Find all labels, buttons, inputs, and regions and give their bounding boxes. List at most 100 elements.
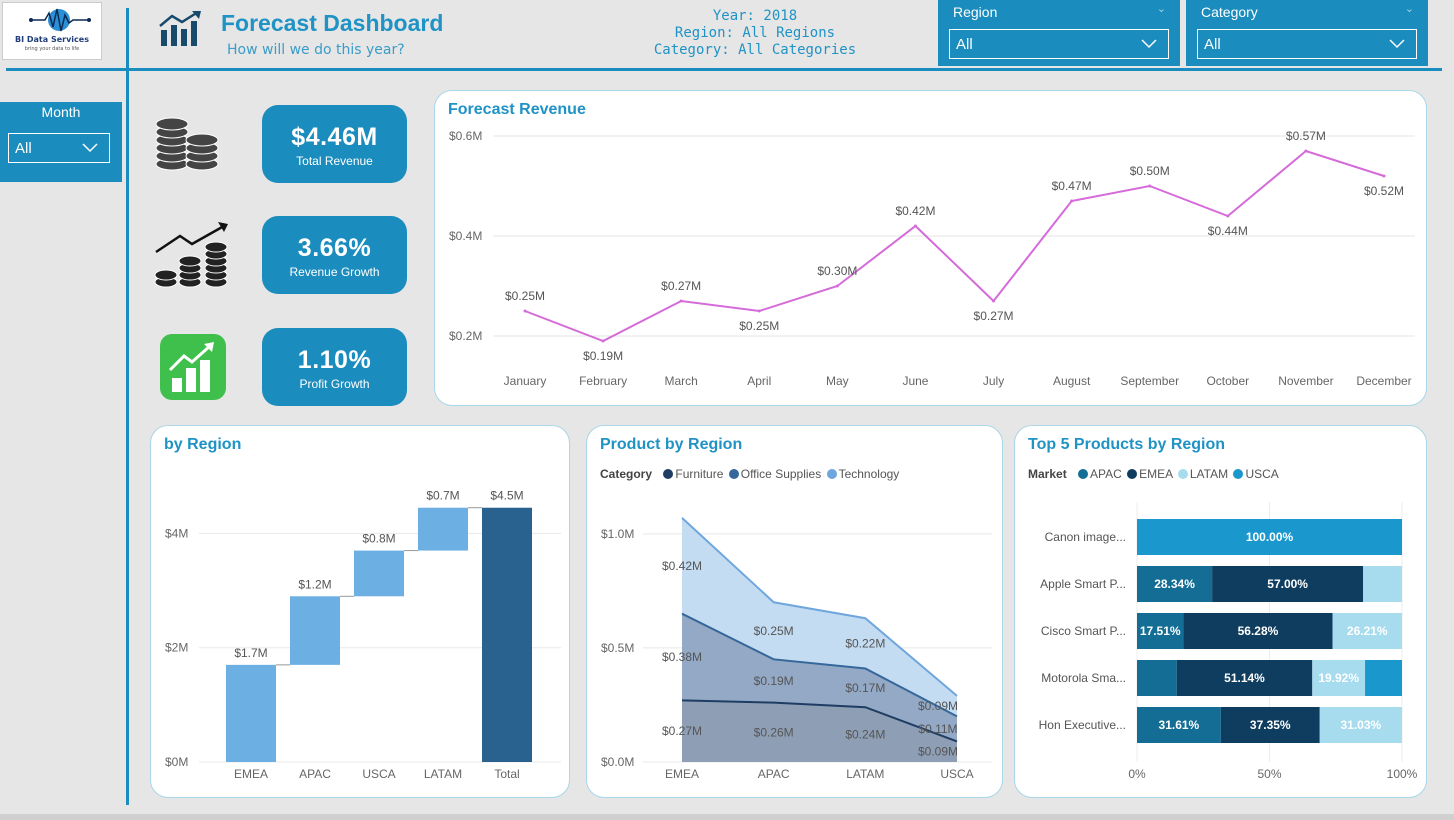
data-label: $0.8M bbox=[362, 532, 395, 546]
x-tick-label: 0% bbox=[1128, 767, 1146, 781]
data-label: $1.2M bbox=[298, 577, 331, 591]
chart-title: Forecast Revenue bbox=[448, 101, 586, 118]
legend-marker bbox=[728, 469, 739, 479]
category-dropdown[interactable]: All bbox=[1197, 29, 1417, 59]
forecast-revenue-card[interactable]: Forecast Revenue $0.2M $0.4M $0.6M January F… bbox=[434, 90, 1427, 406]
stacked-bar-segment bbox=[1312, 660, 1366, 696]
y-tick-label: $0.6M bbox=[449, 129, 482, 143]
stacked-bar-segment bbox=[1137, 566, 1213, 602]
data-label: 19.92% bbox=[1318, 671, 1359, 685]
data-label: 31.03% bbox=[1341, 718, 1382, 732]
category-slicer: Category ⌄ All bbox=[1186, 0, 1428, 66]
legend-item[interactable]: USCA bbox=[1245, 467, 1279, 481]
y-tick-label: $0.2M bbox=[449, 329, 482, 343]
filter-summary: Year: 2018 Region: All Regions Category:… bbox=[640, 8, 870, 59]
kpi-value: 1.10% bbox=[297, 346, 372, 374]
chart-growth-icon bbox=[159, 10, 201, 46]
category-dropdown-value: All bbox=[1204, 36, 1221, 53]
region-dropdown[interactable]: All bbox=[949, 29, 1169, 59]
data-label: $0.11M bbox=[918, 722, 957, 736]
legend-item[interactable]: Furniture bbox=[675, 467, 724, 481]
x-tick-label: December bbox=[1356, 374, 1411, 388]
coins-growth-icon bbox=[154, 222, 228, 288]
x-tick-label: EMEA bbox=[234, 767, 268, 781]
collapse-chevron-icon[interactable]: ⌄ bbox=[1404, 2, 1414, 15]
series-line bbox=[681, 517, 958, 697]
data-label: $0.26M bbox=[754, 725, 794, 739]
data-point bbox=[679, 299, 683, 303]
y-tick-label: $1.0M bbox=[601, 527, 634, 541]
data-label: $0.09M bbox=[918, 745, 958, 759]
data-label: 17.51% bbox=[1140, 624, 1181, 638]
legend-item[interactable]: APAC bbox=[1090, 467, 1122, 481]
data-point bbox=[601, 339, 605, 343]
x-tick-label: 100% bbox=[1387, 767, 1418, 781]
waterfall-bar bbox=[482, 507, 532, 762]
data-point bbox=[992, 299, 996, 303]
data-label: $0.17M bbox=[845, 681, 885, 695]
collapse-chevron-icon[interactable]: ⌄ bbox=[1156, 2, 1166, 15]
series-line bbox=[681, 612, 958, 718]
legend-item[interactable]: Office Supplies bbox=[740, 467, 822, 481]
legend-marker bbox=[1078, 469, 1089, 479]
month-dropdown[interactable]: All bbox=[8, 133, 110, 163]
data-label: $0.7M bbox=[426, 489, 459, 503]
data-label: 51.14% bbox=[1224, 671, 1265, 685]
stacked-area-chart: $0.0M $0.5M $1.0M $0.27M $0.26M $0.24M $0.09M $… bbox=[601, 517, 992, 781]
region-slicer: Region ⌄ All bbox=[938, 0, 1180, 66]
x-tick-label: LATAM bbox=[846, 767, 884, 781]
series-line bbox=[681, 699, 958, 743]
x-tick-label: September bbox=[1120, 374, 1179, 388]
bar-growth-icon bbox=[160, 334, 226, 400]
kpi-label: Revenue Growth bbox=[289, 265, 380, 279]
category-slicer-label: Category bbox=[1201, 4, 1258, 20]
data-label: $4.5M bbox=[490, 489, 523, 503]
kpi-total-revenue: $4.46M Total Revenue bbox=[262, 105, 407, 183]
data-label: $0.19M bbox=[754, 674, 794, 688]
data-point bbox=[1070, 199, 1074, 203]
y-tick-label: $0.5M bbox=[601, 641, 634, 655]
month-dropdown-value: All bbox=[15, 140, 32, 157]
legend-title: Category bbox=[600, 467, 653, 481]
data-point bbox=[835, 284, 839, 288]
stacked-bar-segment bbox=[1183, 613, 1333, 649]
legend-title: Market bbox=[1028, 467, 1067, 481]
x-tick-label: July bbox=[983, 374, 1004, 388]
legend-item[interactable]: EMEA bbox=[1139, 467, 1173, 481]
chart-legend: Market APAC EMEA LATAM USCA bbox=[1028, 467, 1279, 481]
stacked-bar-segment bbox=[1137, 519, 1402, 555]
data-label: 26.21% bbox=[1347, 624, 1388, 638]
x-tick-label: EMEA bbox=[665, 767, 699, 781]
top5-products-card[interactable]: Top 5 Products by Region Market APAC EME… bbox=[1014, 425, 1427, 798]
stacked-bar-segment bbox=[1137, 613, 1184, 649]
legend-item[interactable]: Technology bbox=[838, 467, 900, 481]
data-point bbox=[1304, 149, 1308, 153]
page-title: Forecast Dashboard bbox=[221, 10, 444, 36]
page-tabs-bar[interactable] bbox=[0, 814, 1454, 820]
kpi-value: $4.46M bbox=[291, 123, 378, 151]
filter-year-text: Year: 2018 bbox=[712, 8, 798, 24]
product-region-card[interactable]: Product by Region Category Furniture Off… bbox=[586, 425, 1003, 798]
y-tick-label: Motorola Sma... bbox=[1041, 671, 1126, 685]
data-label: $1.7M bbox=[234, 646, 267, 660]
waterfall-bar bbox=[354, 550, 404, 597]
legend-item[interactable]: LATAM bbox=[1189, 467, 1229, 481]
series-line bbox=[524, 149, 1385, 343]
coins-stack-icon bbox=[155, 117, 219, 171]
chevron-down-icon bbox=[1389, 39, 1405, 49]
data-label: $0.57M bbox=[1286, 129, 1326, 143]
stacked-bar-segment bbox=[1176, 660, 1313, 696]
region-waterfall-card[interactable]: by Region $0M $2M $4M $1.7M EMEA $1.2M APAC $0.… bbox=[150, 425, 570, 798]
data-point bbox=[757, 309, 761, 313]
stacked-bar-segment bbox=[1137, 707, 1221, 743]
x-tick-label: October bbox=[1206, 374, 1249, 388]
area-layer-office-supplies bbox=[682, 613, 957, 742]
kpi-value: 3.66% bbox=[297, 234, 372, 262]
data-label: 31.61% bbox=[1159, 718, 1200, 732]
logo-tagline: bring your data to life bbox=[24, 46, 80, 52]
data-label: $0.09M bbox=[918, 699, 958, 713]
x-tick-label: May bbox=[826, 374, 849, 388]
legend-marker bbox=[826, 469, 837, 479]
y-tick-label: Cisco Smart P... bbox=[1041, 624, 1126, 638]
kpi-revenue-growth: 3.66% Revenue Growth bbox=[262, 216, 407, 294]
